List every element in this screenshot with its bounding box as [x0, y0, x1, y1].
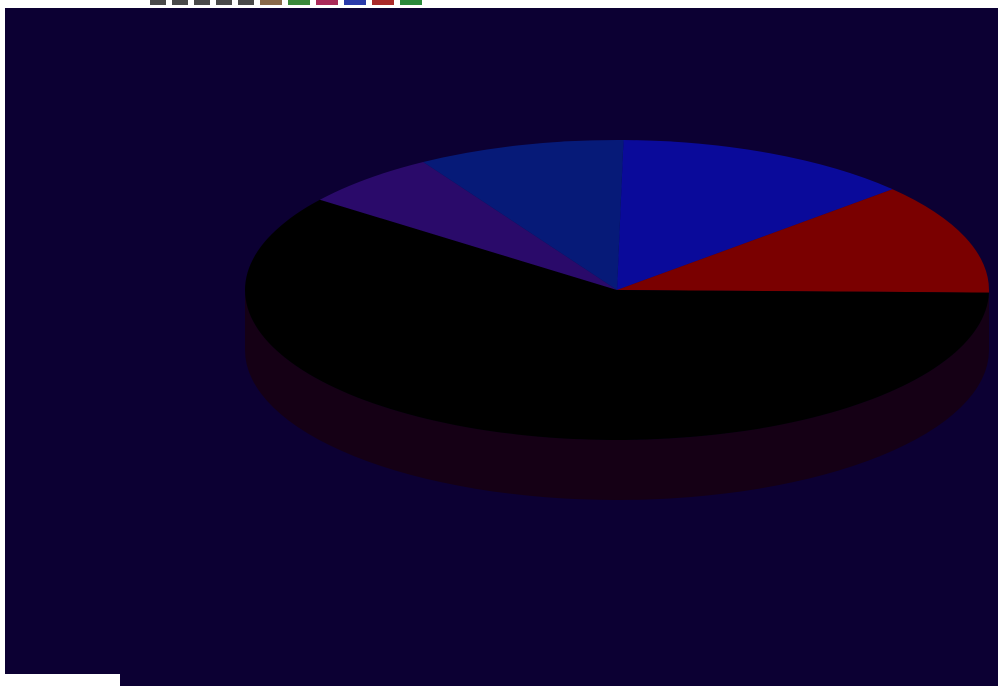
toolbar-icon[interactable]	[216, 0, 232, 5]
palette-swatch[interactable]	[344, 0, 366, 5]
toolbar-icons	[150, 0, 422, 6]
toolbar-icon[interactable]	[150, 0, 166, 5]
palette-swatch[interactable]	[288, 0, 310, 5]
pie-slice	[617, 140, 893, 290]
chart-canvas	[5, 8, 998, 686]
pie-slice	[244, 199, 989, 441]
pie-side-wall	[245, 290, 989, 500]
pie-side	[245, 290, 989, 500]
pie-slice	[617, 189, 989, 293]
pie-slice	[319, 161, 617, 290]
palette-swatch[interactable]	[316, 0, 338, 5]
palette-swatch[interactable]	[260, 0, 282, 5]
toolbar-icon[interactable]	[238, 0, 254, 5]
pie-slice	[423, 140, 624, 290]
toolbar-icon[interactable]	[172, 0, 188, 5]
toolbar-icon[interactable]	[194, 0, 210, 5]
left-border	[0, 8, 5, 674]
palette-swatch[interactable]	[400, 0, 422, 5]
toolbar-strip	[0, 0, 998, 8]
pie-top	[244, 140, 989, 441]
status-strip	[0, 674, 120, 686]
pie-chart	[244, 140, 989, 500]
palette-swatch[interactable]	[372, 0, 394, 5]
